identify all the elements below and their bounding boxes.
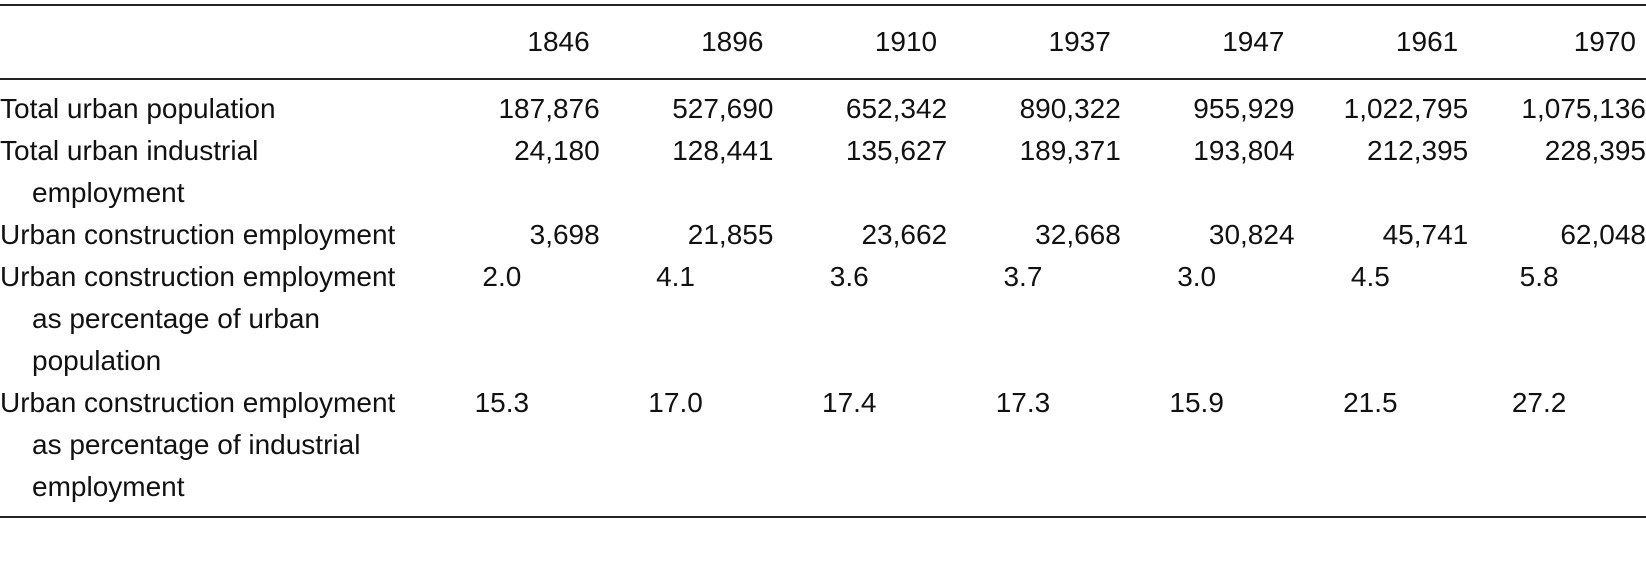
table-row: Total urban industrial employment 24,180 1… <box>0 130 1646 214</box>
value-cell: 5.8 <box>1519 261 1559 292</box>
value-cell: 193,804 <box>1193 135 1295 166</box>
value-cell: 45,741 <box>1382 219 1469 250</box>
value-cell: 62,048 <box>1560 219 1646 250</box>
value-cell: 3.0 <box>1177 261 1217 292</box>
value-cell: 4.1 <box>656 261 696 292</box>
corner-cell <box>0 5 430 79</box>
row-label: Urban construction employment as percent… <box>0 261 396 376</box>
column-header: 1896 <box>701 26 764 57</box>
row-label-cell: Total urban industrial employment <box>0 130 430 214</box>
value-cell: 3,698 <box>529 219 600 250</box>
value-cell: 228,395 <box>1544 135 1646 166</box>
row-label: Total urban industrial employment <box>0 135 259 208</box>
table-row: Total urban population 187,876 527,690 652,… <box>0 79 1646 130</box>
value-cell: 3.7 <box>1003 261 1043 292</box>
value-cell: 1,075,136 <box>1521 93 1646 124</box>
table-row: Urban construction employment as percent… <box>0 382 1646 517</box>
value-cell: 21,855 <box>687 219 774 250</box>
value-cell: 2.0 <box>482 261 522 292</box>
value-cell: 21.5 <box>1343 387 1398 418</box>
value-cell: 187,876 <box>498 93 600 124</box>
value-cell: 3.6 <box>829 261 869 292</box>
row-label-cell: Urban construction employment as percent… <box>0 382 430 517</box>
value-cell: 17.3 <box>995 387 1051 418</box>
column-header: 1947 <box>1222 26 1285 57</box>
value-cell: 30,824 <box>1208 219 1295 250</box>
column-header: 1961 <box>1395 26 1459 57</box>
row-label: Urban construction employment <box>0 219 396 250</box>
value-cell: 23,662 <box>861 219 948 250</box>
value-cell: 955,929 <box>1193 93 1295 124</box>
column-header: 1970 <box>1573 26 1636 57</box>
value-cell: 1,022,795 <box>1343 93 1469 124</box>
value-cell: 17.0 <box>648 387 703 418</box>
value-cell: 17.4 <box>822 387 877 418</box>
value-cell: 128,441 <box>672 135 774 166</box>
value-cell: 15.3 <box>474 387 530 418</box>
table-row: Urban construction employment 3,698 21,855… <box>0 214 1646 256</box>
value-cell: 212,395 <box>1367 135 1469 166</box>
value-cell: 135,627 <box>845 135 948 166</box>
value-cell: 4.5 <box>1350 261 1390 292</box>
column-header: 1937 <box>1048 26 1111 57</box>
data-table: 1846 1896 1910 1937 1947 1961 1970 Total urban… <box>0 4 1646 518</box>
value-cell: 890,322 <box>1019 93 1121 124</box>
value-cell: 15.9 <box>1169 387 1224 418</box>
value-cell: 27.2 <box>1511 387 1567 418</box>
value-cell: 189,371 <box>1019 135 1121 166</box>
row-label: Urban construction employment as percent… <box>0 387 396 502</box>
value-cell: 527,690 <box>672 93 774 124</box>
column-header: 1910 <box>874 26 938 57</box>
header-row: 1846 1896 1910 1937 1947 1961 1970 <box>0 5 1646 79</box>
value-cell: 32,668 <box>1035 219 1121 250</box>
table-row: Urban construction employment as percent… <box>0 256 1646 382</box>
value-cell: 24,180 <box>514 135 600 166</box>
value-cell: 652,342 <box>845 93 948 124</box>
row-label-cell: Urban construction employment <box>0 214 430 256</box>
row-label-cell: Urban construction employment as percent… <box>0 256 430 382</box>
row-label: Total urban population <box>0 93 276 124</box>
row-label-cell: Total urban population <box>0 79 430 130</box>
column-header: 1846 <box>527 26 590 57</box>
